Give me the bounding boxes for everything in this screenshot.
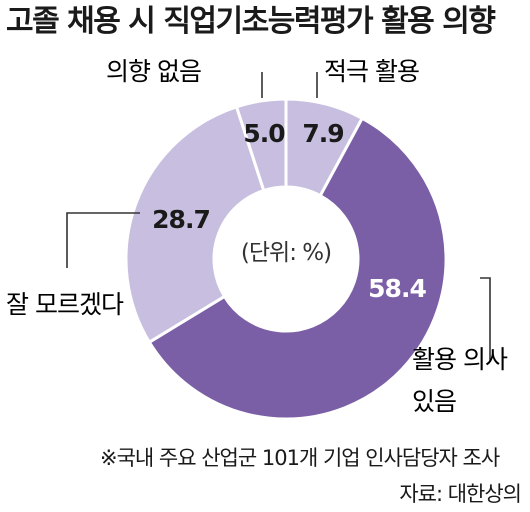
slice-hwaryong-uisa xyxy=(147,116,448,421)
source-text: 자료: 대한상의 xyxy=(399,482,521,506)
value-uihyang-eopsum: 5.0 xyxy=(243,119,285,148)
label-jal-moreugetda: 잘 모르겠다 xyxy=(6,290,124,319)
slice-jal-moreugetda xyxy=(124,104,266,345)
value-hwaryong-uisa: 58.4 xyxy=(368,274,426,303)
label-jeokgeuk: 적극 활용 xyxy=(324,57,419,86)
chart-title: 고졸 채용 시 직업기초능력평가 활용 의향 xyxy=(6,4,495,39)
label-hwaryong-uisa-line1: 활용 의사 xyxy=(412,345,508,374)
slices xyxy=(124,97,448,421)
leader-line-hwaryong-uisa xyxy=(480,277,491,362)
slice-uihyang-eopsum xyxy=(234,97,288,193)
survey-note: ※국내 주요 산업군 101개 기업 인사담당자 조사 xyxy=(100,446,500,470)
value-jal-moreugetda: 28.7 xyxy=(152,205,210,234)
unit-label: (단위: %) xyxy=(241,240,331,266)
leader-line-jal-moreugetda xyxy=(66,212,140,268)
label-uihyang-eopsum: 의향 없음 xyxy=(106,57,201,86)
label-hwaryong-uisa-line2: 있음 xyxy=(412,387,456,416)
value-jeokgeuk: 7.9 xyxy=(302,119,343,148)
leader-lines xyxy=(66,72,491,362)
